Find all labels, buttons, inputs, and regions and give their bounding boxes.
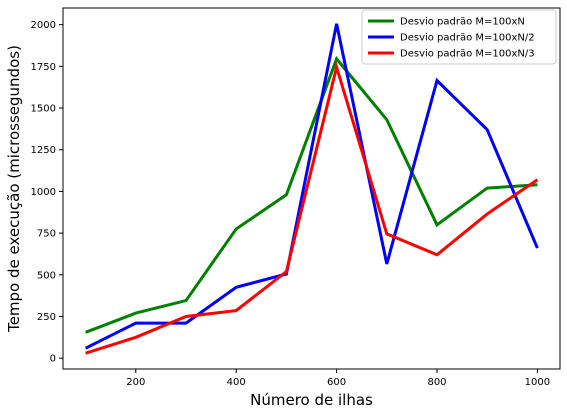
y-tick-label: 1750	[31, 62, 56, 73]
legend: Desvio padrão M=100xN Desvio padrão M=100…	[361, 9, 557, 65]
x-tick-label: 400	[227, 377, 246, 388]
legend-label-1: Desvio padrão M=100xN	[400, 17, 525, 28]
y-tick-label: 2000	[31, 20, 56, 31]
series-line-1	[85, 55, 538, 334]
y-tick-label: 1250	[31, 145, 56, 156]
y-axis-title: Tempo de execução (microssegundos)	[5, 45, 23, 333]
legend-box	[361, 9, 557, 65]
y-tick-label: 1500	[31, 104, 56, 115]
series-line-2	[84, 23, 539, 350]
x-tick-label: 800	[427, 377, 446, 388]
x-tick-label: 600	[327, 377, 346, 388]
x-tick-label: 200	[126, 377, 145, 388]
y-tick-label: 750	[37, 229, 56, 240]
legend-label-3: Desvio padrão M=100xN/3	[400, 49, 535, 60]
y-tick-label: 500	[37, 270, 56, 281]
series-line-3	[85, 61, 539, 355]
y-tick-label: 1000	[31, 187, 56, 198]
x-tick-label: 1000	[525, 377, 550, 388]
plot-area-frame	[62, 7, 561, 370]
legend-label-2: Desvio padrão M=100xN/2	[400, 33, 535, 44]
x-axis-title: Número de ilhas	[250, 391, 373, 409]
y-tick-label: 250	[37, 312, 56, 323]
y-tick-label: 0	[50, 354, 56, 365]
